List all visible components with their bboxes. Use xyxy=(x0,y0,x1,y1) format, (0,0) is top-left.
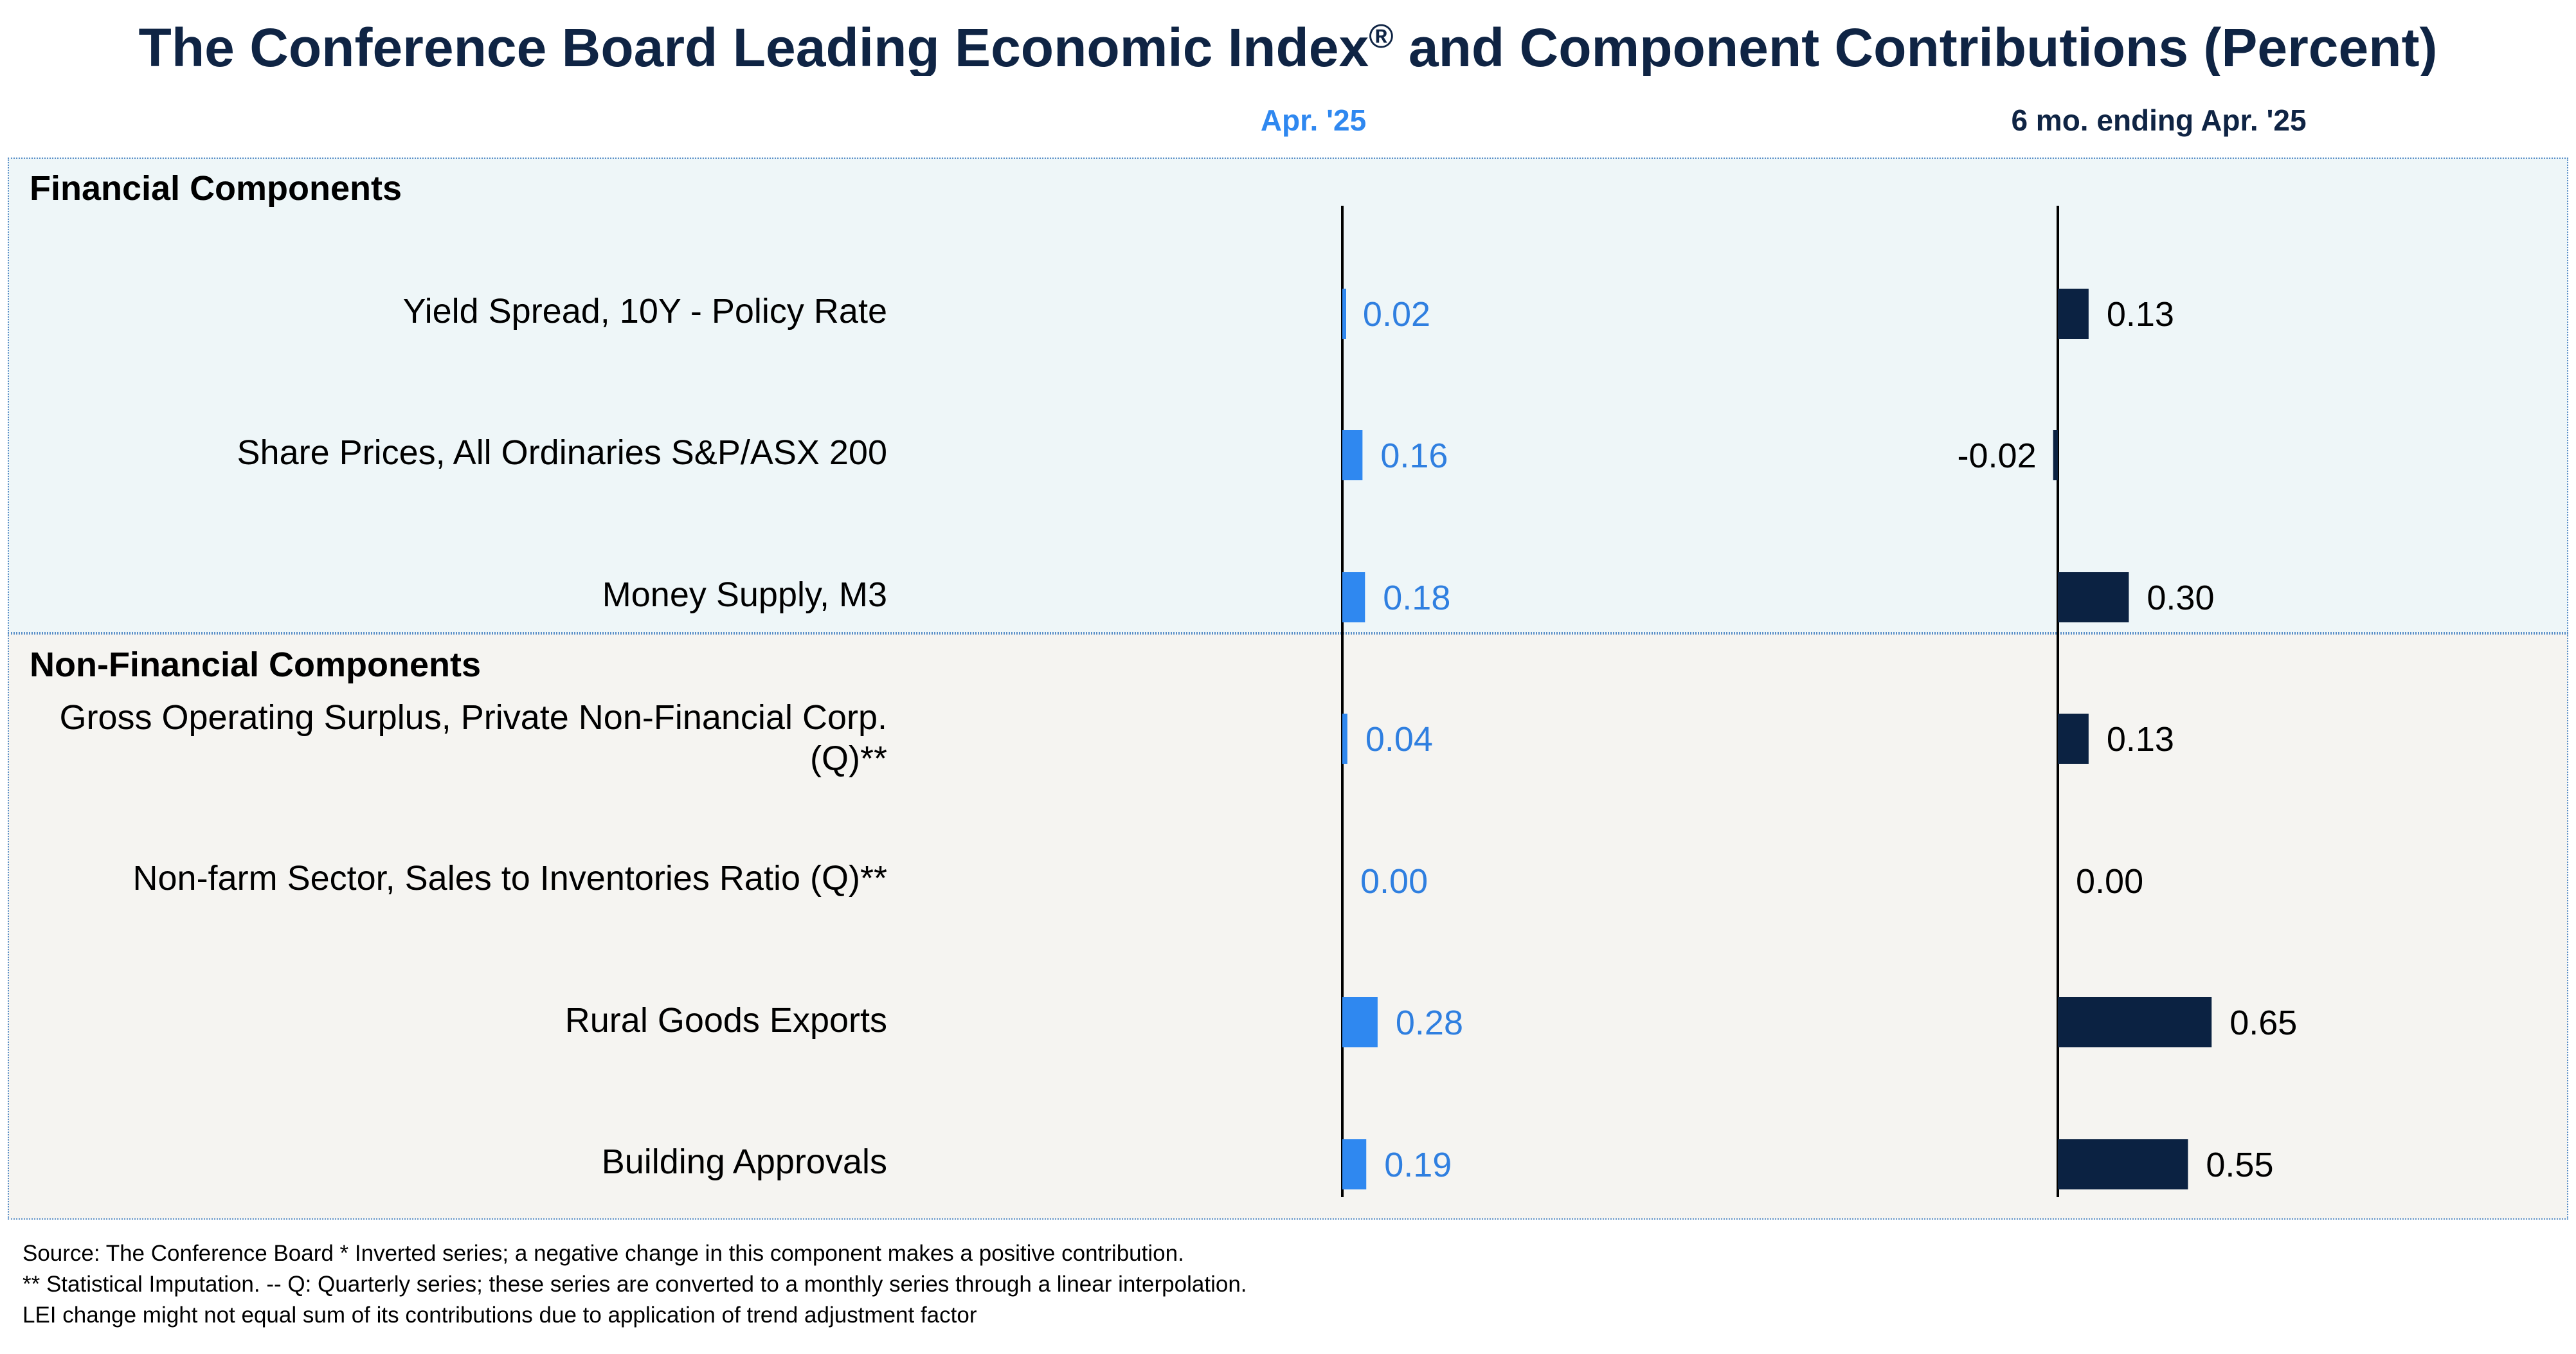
bar-6mo-money-supply xyxy=(2058,572,2129,622)
bar-6mo-gross-operating-surplus xyxy=(2058,714,2089,764)
data-label-6mo-share-prices: -0.02 xyxy=(1958,437,2037,475)
row-label-gross-operating-surplus: Gross Operating Surplus, Private Non-Fin… xyxy=(59,698,887,778)
bar-apr-25-rural-goods-exports xyxy=(1342,997,1378,1047)
bar-apr-25-share-prices xyxy=(1342,430,1363,480)
data-label-apr-25-rural-goods-exports: 0.28 xyxy=(1396,1004,1463,1042)
bar-apr-25-yield-spread xyxy=(1342,289,1346,339)
column-header-6mo: 6 mo. ending Apr. '25 xyxy=(2011,104,2307,137)
bar-6mo-yield-spread xyxy=(2058,289,2089,339)
row-label-rural-goods-exports: Rural Goods Exports xyxy=(564,1001,887,1040)
data-label-apr-25-share-prices: 0.16 xyxy=(1380,437,1448,475)
bar-apr-25-money-supply xyxy=(1342,572,1365,622)
bar-apr-25-building-approvals xyxy=(1342,1139,1367,1189)
data-label-apr-25-non-farm-sales: 0.00 xyxy=(1360,862,1428,901)
series-apr-25: 0.02 0.16 0.18 0.04 0.00 0.28 0.19 xyxy=(1342,289,1463,1189)
footnote-trend-adjustment: LEI change might not equal sum of its co… xyxy=(23,1303,977,1328)
data-label-apr-25-gross-operating-surplus: 0.04 xyxy=(1365,720,1433,759)
data-label-6mo-money-supply: 0.30 xyxy=(2147,579,2214,617)
row-label-share-prices: Share Prices, All Ordinaries S&P/ASX 200 xyxy=(237,433,887,472)
row-label-building-approvals: Building Approvals xyxy=(601,1142,887,1181)
bar-6mo-rural-goods-exports xyxy=(2058,997,2212,1047)
data-label-apr-25-money-supply: 0.18 xyxy=(1383,579,1450,617)
row-label-non-farm-sales: Non-farm Sector, Sales to Inventories Ra… xyxy=(132,859,887,898)
data-label-6mo-rural-goods-exports: 0.65 xyxy=(2229,1004,2297,1042)
financial-components-panel xyxy=(8,158,2568,633)
bar-6mo-building-approvals xyxy=(2058,1139,2188,1189)
data-label-6mo-building-approvals: 0.55 xyxy=(2206,1146,2273,1184)
data-label-6mo-gross-operating-surplus: 0.13 xyxy=(2107,720,2174,759)
non-financial-components-panel xyxy=(8,633,2568,1220)
data-label-6mo-yield-spread: 0.13 xyxy=(2107,295,2174,334)
data-label-6mo-non-farm-sales: 0.00 xyxy=(2076,862,2143,901)
non-financial-components-heading: Non-Financial Components xyxy=(30,645,481,684)
bar-apr-25-gross-operating-surplus xyxy=(1342,714,1347,764)
column-header-apr-25: Apr. '25 xyxy=(1260,104,1367,137)
row-label-yield-spread: Yield Spread, 10Y - Policy Rate xyxy=(402,292,887,330)
series-6mo: 0.13 -0.02 0.30 0.13 0.00 0.65 0.55 xyxy=(1958,289,2297,1189)
footnote-imputation: ** Statistical Imputation. -- Q: Quarter… xyxy=(23,1272,1247,1297)
bar-6mo-share-prices xyxy=(2053,430,2058,480)
row-label-money-supply: Money Supply, M3 xyxy=(602,575,887,614)
chart-title: The Conference Board Leading Economic In… xyxy=(138,17,2438,76)
data-label-apr-25-building-approvals: 0.19 xyxy=(1384,1146,1452,1184)
data-label-apr-25-yield-spread: 0.02 xyxy=(1363,295,1430,334)
footnote-source: Source: The Conference Board * Inverted … xyxy=(23,1241,1184,1266)
financial-components-heading: Financial Components xyxy=(30,169,402,208)
